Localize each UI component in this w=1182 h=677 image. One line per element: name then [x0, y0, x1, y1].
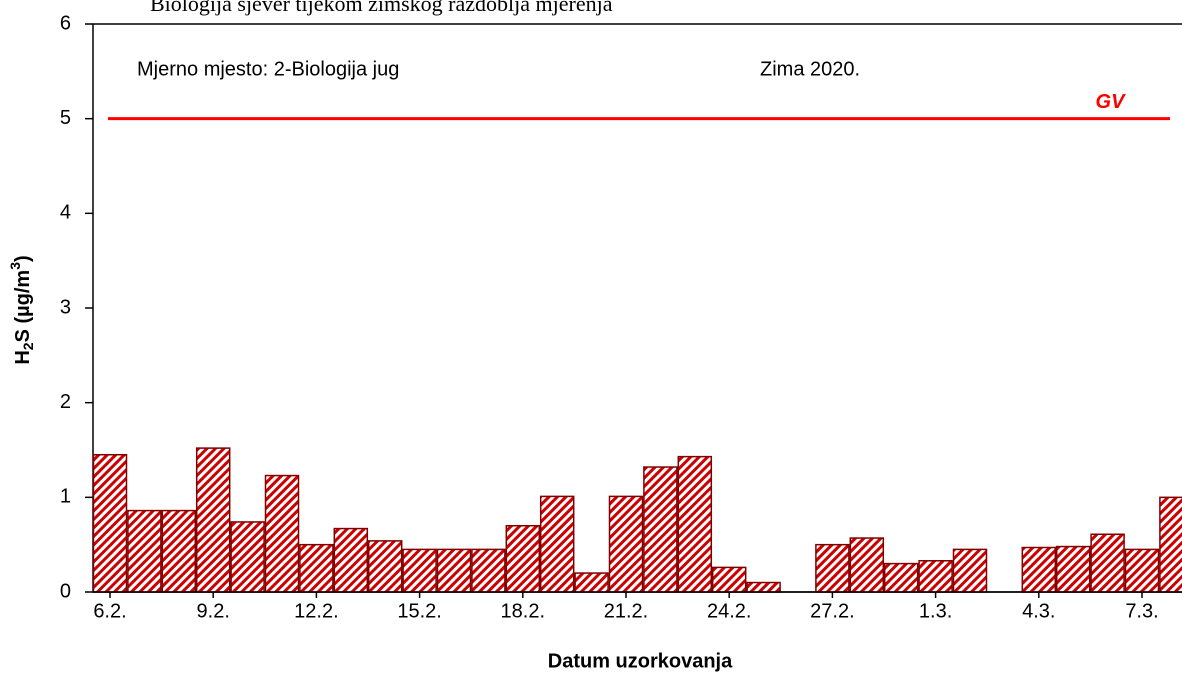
bar [1021, 546, 1057, 593]
x-tick-label: 21.2. [604, 600, 648, 622]
bar [127, 509, 162, 593]
bar [746, 581, 781, 593]
bar [299, 543, 334, 593]
y-tick-label: 4 [60, 202, 71, 224]
x-axis-label: Datum uzorkovanja [548, 650, 733, 672]
x-tick-label: 15.2. [397, 600, 441, 622]
bar [161, 509, 197, 593]
y-label-part: H [12, 350, 34, 364]
reference-label: GV [1096, 91, 1127, 113]
bar [677, 455, 713, 593]
bar [1124, 548, 1160, 593]
bar [1055, 545, 1091, 593]
x-tick-label: 6.2. [93, 600, 126, 622]
y-label-part: ) [12, 255, 34, 262]
bar [574, 572, 609, 593]
bar [608, 495, 644, 593]
y-tick-label: 2 [60, 391, 71, 413]
y-tick-label: 5 [60, 107, 71, 129]
y-label-part: 2 [20, 342, 36, 350]
bar [333, 527, 369, 593]
y-tick-label: 6 [60, 12, 71, 34]
bar [643, 466, 678, 593]
bar [849, 537, 885, 593]
bar [230, 521, 265, 593]
bar [505, 524, 541, 593]
bar [436, 548, 472, 593]
x-tick-label: 1.3. [919, 600, 952, 622]
bar [815, 543, 850, 593]
y-tick-label: 3 [60, 296, 71, 318]
bar [92, 453, 128, 593]
bar [195, 447, 231, 593]
y-tick-label: 0 [60, 580, 71, 602]
bar [1159, 496, 1182, 593]
bar [952, 548, 988, 593]
bar [918, 560, 953, 593]
bar [883, 562, 919, 593]
x-tick-label: 7.3. [1125, 600, 1158, 622]
x-tick-label: 9.2. [197, 600, 230, 622]
y-label-part: 3 [7, 262, 23, 270]
caption: Biologija sjever tijekom zimskog razdobl… [150, 0, 613, 16]
annotation: Mjerno mjesto: 2-Biologija jug [137, 58, 399, 80]
x-tick-label: 27.2. [810, 600, 854, 622]
y-tick-label: 1 [60, 486, 71, 508]
x-tick-label: 24.2. [707, 600, 751, 622]
x-tick-label: 18.2. [501, 600, 545, 622]
bar [367, 540, 403, 593]
bar [471, 548, 506, 593]
bar [264, 474, 300, 593]
bar [711, 566, 747, 593]
annotation: Zima 2020. [760, 58, 860, 80]
y-label-part: S (µg/m [12, 270, 34, 343]
bar [402, 548, 437, 593]
bar [1090, 533, 1125, 593]
bar [539, 495, 575, 593]
x-tick-label: 4.3. [1022, 600, 1055, 622]
y-axis-label: H2S (µg/m3) [7, 255, 36, 364]
x-tick-label: 12.2. [294, 600, 338, 622]
